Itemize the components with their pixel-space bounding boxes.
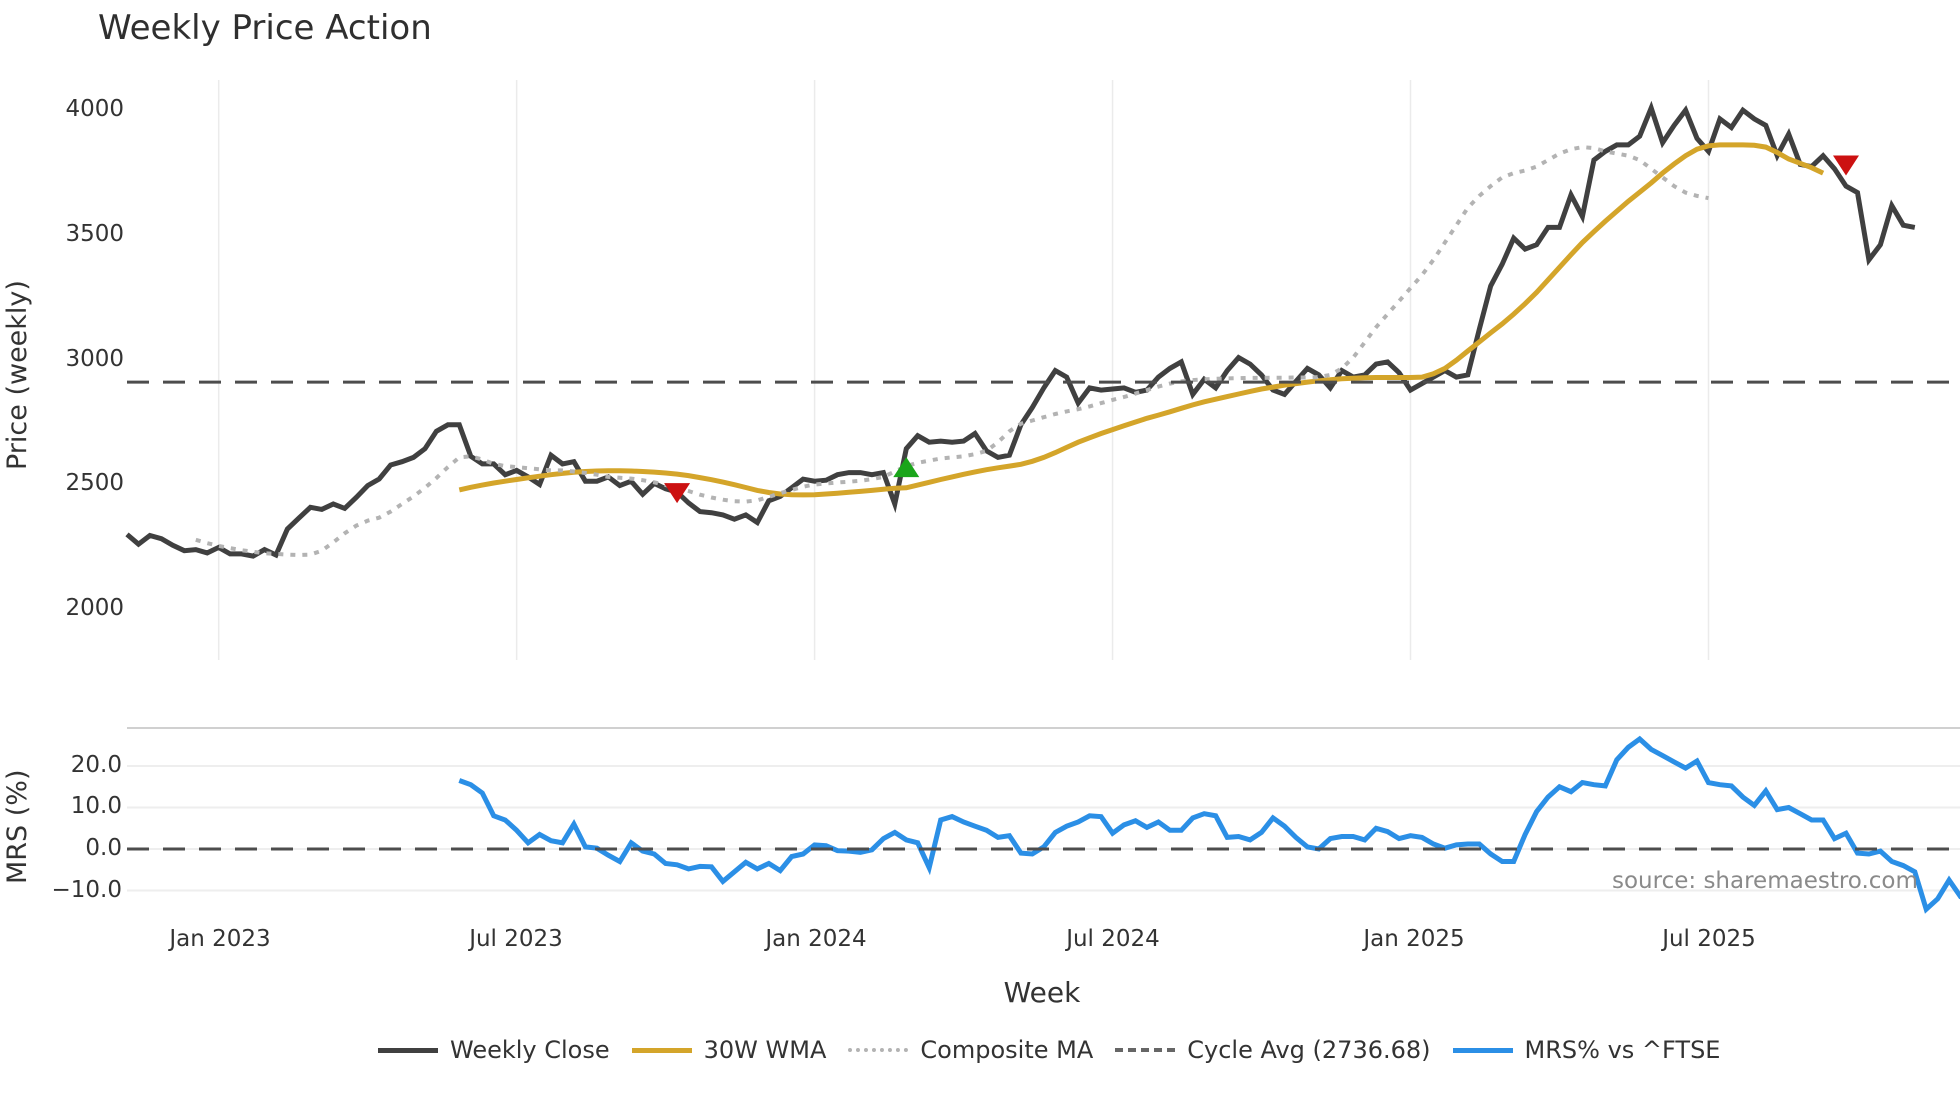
price-tick: 3000 <box>65 346 124 372</box>
x-tick: Jan 2023 <box>169 926 271 952</box>
legend-label: MRS% vs ^FTSE <box>1524 1036 1721 1064</box>
legend-item-weekly-close[interactable]: Weekly Close <box>378 1036 610 1064</box>
weekly-close-series <box>125 100 1916 559</box>
price-tick: 4000 <box>65 96 124 122</box>
dashed-line-icon <box>1115 1048 1176 1052</box>
solid-line-icon <box>631 1047 692 1053</box>
legend-item-composite-ma[interactable]: Composite MA <box>848 1036 1093 1064</box>
sell-signal-down-triangle-icon <box>664 483 691 504</box>
legend-label: Weekly Close <box>450 1036 610 1064</box>
x-axis-label: Week <box>1003 976 1081 1009</box>
composite-ma-series <box>195 145 1709 558</box>
x-tick: Jul 2024 <box>1066 926 1160 952</box>
x-tick: Jan 2025 <box>1363 926 1465 952</box>
solid-line-icon <box>378 1047 438 1053</box>
chart-title: Weekly Price Action <box>98 8 432 48</box>
buy-signal-up-triangle-icon <box>893 457 920 478</box>
dotted-line-icon <box>848 1048 909 1052</box>
legend-label: Composite MA <box>920 1036 1094 1064</box>
legend-item-mrs[interactable]: MRS% vs ^FTSE <box>1452 1036 1721 1064</box>
sell-signal-down-triangle-icon <box>1833 155 1859 176</box>
mrs-tick: 10.0 <box>70 793 122 819</box>
legend-label: 30W WMA <box>703 1036 827 1064</box>
source-annotation: source: sharemaestro.com <box>1612 868 1918 894</box>
mrs-vs-ftse-series <box>458 735 1960 914</box>
price-axis-label: Price (weekly) <box>2 280 33 470</box>
legend: Weekly Close 30W WMA Composite MA Cycle … <box>378 1036 1742 1064</box>
mrs-tick: 20.0 <box>70 752 122 778</box>
price-tick: 2500 <box>65 470 124 496</box>
x-tick: Jul 2023 <box>469 926 563 952</box>
mrs-tick: 0.0 <box>85 835 122 861</box>
legend-item-cycle-avg[interactable]: Cycle Avg (2736.68) <box>1115 1036 1431 1064</box>
mrs-axis-label: MRS (%) <box>2 769 33 885</box>
x-tick: Jul 2025 <box>1662 926 1756 952</box>
price-tick: 2000 <box>65 595 124 621</box>
mrs-tick: −10.0 <box>51 877 122 903</box>
price-tick: 3500 <box>65 221 124 247</box>
legend-item-30w-wma[interactable]: 30W WMA <box>631 1036 827 1064</box>
x-tick: Jan 2024 <box>765 926 867 952</box>
legend-label: Cycle Avg (2736.68) <box>1187 1036 1431 1064</box>
30w-wma-series <box>458 142 1825 498</box>
solid-line-icon <box>1452 1047 1513 1053</box>
